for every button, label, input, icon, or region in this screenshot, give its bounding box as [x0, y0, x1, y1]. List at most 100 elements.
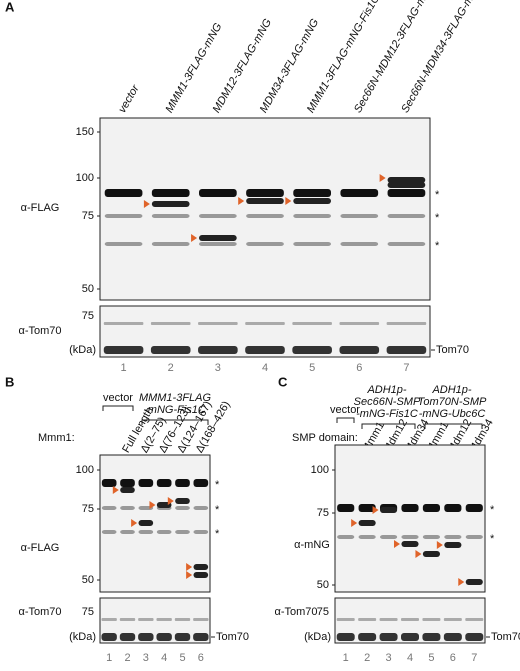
- band: [292, 346, 332, 354]
- row-label: Mmm1:: [38, 432, 75, 444]
- lane-number: 6: [450, 652, 456, 664]
- lane-number: 3: [143, 652, 149, 664]
- band: [103, 322, 144, 325]
- marker-label: 50: [82, 283, 94, 295]
- band: [245, 322, 285, 325]
- band: [444, 504, 462, 512]
- asterisk: *: [490, 504, 495, 516]
- band: [246, 198, 284, 204]
- loading-band-label: Tom70: [436, 344, 469, 356]
- band: [120, 487, 135, 493]
- lane-number: 4: [407, 652, 413, 664]
- arrowhead: [415, 550, 422, 558]
- band: [156, 633, 172, 641]
- band: [443, 618, 462, 621]
- marker-label: 75: [82, 210, 94, 222]
- marker-label: 100: [311, 464, 329, 476]
- band: [156, 618, 172, 621]
- asterisk: *: [435, 189, 440, 201]
- band: [120, 506, 135, 510]
- band: [246, 189, 284, 197]
- band: [120, 479, 135, 487]
- band: [336, 618, 355, 621]
- band: [387, 214, 426, 218]
- band: [175, 506, 190, 510]
- blot: [99, 454, 211, 593]
- panel-letter: B: [5, 374, 14, 389]
- arrowhead: [186, 563, 193, 571]
- blot-label: α-FLAG: [21, 542, 60, 554]
- group-label: vector: [103, 392, 133, 404]
- lane-number: 1: [106, 652, 112, 664]
- band: [444, 535, 462, 539]
- lane-number: 5: [179, 652, 185, 664]
- band: [104, 242, 143, 246]
- band: [337, 535, 355, 539]
- asterisk: *: [490, 533, 495, 545]
- band: [199, 214, 237, 218]
- band: [387, 177, 426, 183]
- band: [293, 214, 331, 218]
- band: [401, 535, 419, 539]
- marker-label: 100: [76, 464, 94, 476]
- group-label: Sec66N-SMP: [354, 396, 421, 408]
- band: [340, 189, 379, 197]
- band: [101, 479, 117, 487]
- lane-number: 2: [168, 362, 174, 374]
- lane-number: 1: [343, 652, 349, 664]
- band: [422, 535, 440, 539]
- asterisk: *: [215, 479, 220, 491]
- loading-label: α-Tom70: [18, 606, 61, 618]
- band: [138, 633, 154, 641]
- marker-label: 150: [76, 126, 94, 138]
- band: [386, 346, 427, 354]
- band: [465, 633, 484, 641]
- band: [174, 633, 191, 641]
- band: [193, 633, 209, 641]
- bracket: [336, 417, 355, 423]
- marker-label: 75: [82, 503, 94, 515]
- band: [175, 498, 190, 504]
- lane-number: 6: [356, 362, 362, 374]
- arrowhead: [394, 540, 400, 548]
- lane-number: 4: [262, 362, 268, 374]
- band: [379, 618, 398, 621]
- row-label: SMP domain:: [292, 432, 358, 444]
- lane-number: 7: [471, 652, 477, 664]
- band: [339, 346, 380, 354]
- bracket: [141, 419, 209, 425]
- group-label: ADH1p-: [431, 384, 471, 396]
- band: [444, 542, 462, 548]
- band: [193, 618, 209, 621]
- band: [245, 346, 285, 354]
- band: [198, 322, 238, 325]
- band: [156, 479, 172, 487]
- band: [151, 242, 190, 246]
- band: [401, 504, 419, 512]
- band: [422, 504, 440, 512]
- lane-number: 3: [386, 652, 392, 664]
- band: [193, 564, 209, 570]
- band: [422, 618, 441, 621]
- loading-blot: [99, 597, 211, 644]
- band: [358, 633, 377, 641]
- band: [198, 346, 238, 354]
- lane-label: vector: [116, 82, 142, 115]
- bracket: [102, 405, 134, 411]
- lane-number: 5: [309, 362, 315, 374]
- band: [101, 618, 117, 621]
- band: [175, 530, 190, 534]
- lane-number: 4: [161, 652, 167, 664]
- asterisk: *: [435, 212, 440, 224]
- band: [101, 530, 117, 534]
- band: [119, 633, 136, 641]
- band: [340, 214, 379, 218]
- lane-number: 1: [121, 362, 127, 374]
- loading-band-label: Tom70: [491, 631, 520, 643]
- group-label: -mNG-Fis1C: [356, 408, 418, 420]
- band: [193, 572, 209, 578]
- group-label: -mNG-Ubc6C: [419, 408, 486, 420]
- band: [138, 520, 154, 526]
- band: [199, 242, 237, 246]
